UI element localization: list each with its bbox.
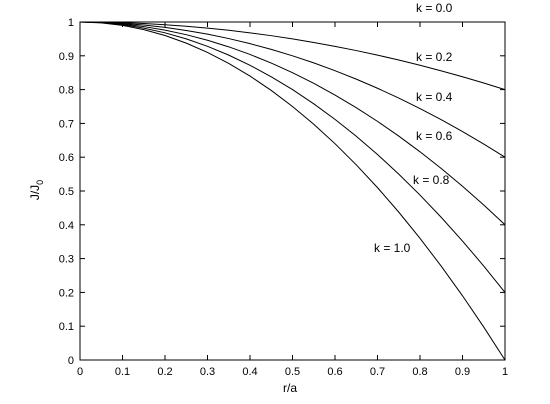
curve-4 — [79, 21, 506, 293]
x-tick-label: 0.4 — [242, 366, 257, 378]
y-tick-label: 0.4 — [59, 220, 74, 232]
y-tick-label: 1 — [68, 17, 74, 29]
x-tick-label: 0 — [77, 366, 83, 378]
x-tick-label: 0.3 — [200, 366, 215, 378]
curve-1 — [79, 21, 506, 91]
x-tick-label: 0.7 — [370, 366, 385, 378]
y-tick-label: 0 — [68, 355, 74, 367]
curve-label-4: k = 0.8 — [413, 173, 450, 187]
x-axis: 0 0.1 0.2 0.3 0.4 0.5 0.6 0.7 0.8 0.9 1 — [77, 22, 508, 378]
x-tick-label: 0.1 — [115, 366, 130, 378]
y-tick-label: 0.8 — [59, 85, 74, 97]
y-tick-label: 0.5 — [59, 186, 74, 198]
curve-3 — [79, 21, 506, 226]
y-tick-label: 0.6 — [59, 152, 74, 164]
y-tick-label: 0.1 — [59, 321, 74, 333]
y-tick-label: 0.2 — [59, 287, 74, 299]
y-axis-title-subscript: 0 — [35, 180, 45, 185]
curve-labels: k = 0.0 k = 0.2 k = 0.4 k = 0.6 k = 0.8 k = 1… — [374, 1, 453, 255]
curve-label-2: k = 0.4 — [416, 90, 453, 104]
x-tick-label: 0.9 — [455, 366, 470, 378]
curve-label-1: k = 0.2 — [416, 50, 453, 64]
x-axis-title: r/a — [283, 381, 297, 395]
curves — [79, 21, 506, 361]
curve-2 — [79, 21, 506, 158]
y-tick-label: 0.9 — [59, 51, 74, 63]
y-axis: 0 0.1 0.2 0.3 0.4 0.5 0.6 0.7 0.8 0.9 1 — [59, 17, 505, 367]
y-tick-label: 0.3 — [59, 254, 74, 266]
x-tick-label: 1 — [502, 366, 508, 378]
y-axis-title: J/J0 — [28, 180, 45, 200]
curve-label-0: k = 0.0 — [416, 1, 453, 15]
curve-label-3: k = 0.6 — [416, 129, 453, 143]
curve-5 — [79, 21, 506, 361]
x-tick-label: 0.5 — [285, 366, 300, 378]
y-tick-label: 0.7 — [59, 118, 74, 130]
x-tick-label: 0.6 — [327, 366, 342, 378]
x-tick-label: 0.2 — [157, 366, 172, 378]
x-tick-label: 0.8 — [412, 366, 427, 378]
y-axis-title-main: J/J — [28, 185, 42, 200]
curve-label-5: k = 1.0 — [374, 241, 411, 255]
